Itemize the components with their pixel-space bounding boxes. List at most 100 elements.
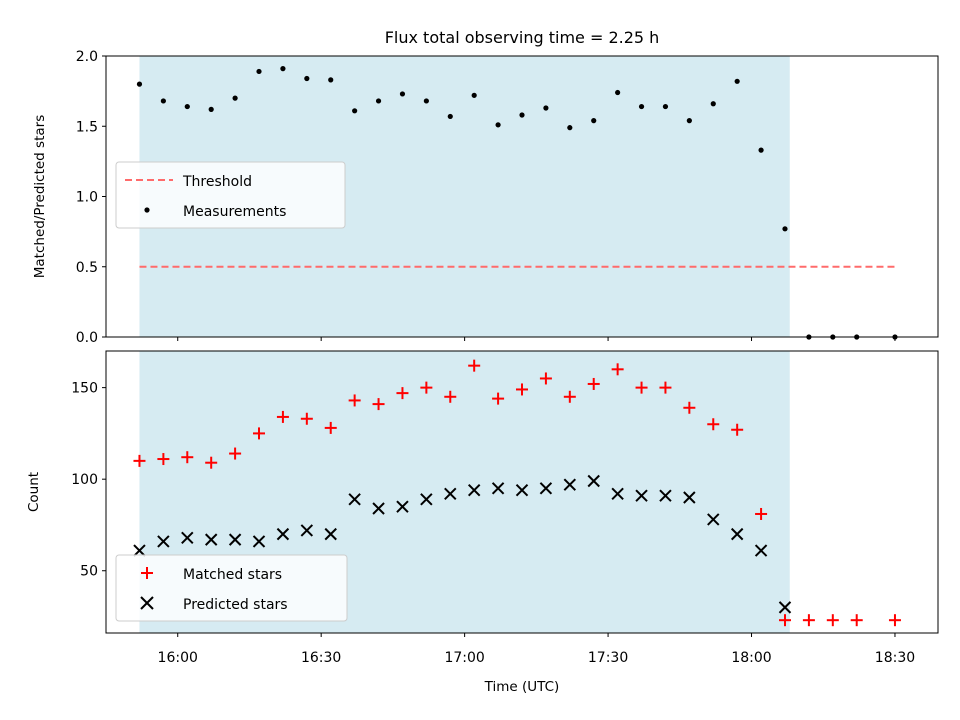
predicted-star-point (228, 533, 242, 546)
measurement-point (471, 92, 477, 98)
matched-star-point (253, 427, 266, 440)
predicted-star-point (515, 483, 529, 497)
matched-star-point (802, 614, 815, 627)
matched-star-point (396, 387, 409, 400)
measurement-point (184, 103, 190, 110)
predicted-legend-label: Predicted stars (183, 597, 288, 613)
predicted-star-point (444, 487, 457, 501)
matched-star-point (516, 383, 528, 396)
matched-star-point (300, 412, 313, 425)
matched-star-point (731, 423, 744, 436)
x-tick-label: 18:00 (731, 650, 771, 666)
measurement-point (208, 106, 214, 112)
bottom-y-axis-ticks: 50 100 150 (71, 381, 106, 580)
measurement-point (543, 105, 549, 111)
measurement-point (423, 98, 429, 104)
predicted-star-point (133, 544, 146, 557)
top-y-tick-label: 2.0 (76, 49, 98, 65)
matched-star-point (276, 410, 289, 423)
measurement-point (782, 226, 788, 232)
bottom-y-tick-label: 100 (71, 472, 98, 488)
matched-star-point (444, 390, 457, 403)
matched-star-point (205, 456, 218, 469)
measurement-point (256, 68, 262, 75)
top-y-axis-label: Matched/Predicted stars (32, 115, 48, 278)
bottom-x-axis-ticks: 16:00 16:30 17:00 17:30 18:00 18:30 (158, 633, 915, 666)
matched-star-point (229, 447, 242, 460)
matched-star-point (157, 453, 170, 466)
predicted-star-point (730, 527, 744, 541)
predicted-star-point (491, 482, 505, 495)
predicted-star-point (778, 601, 792, 614)
predicted-star-point (181, 531, 194, 544)
measurement-point (758, 147, 764, 153)
predicted-star-point (563, 478, 577, 491)
measurement-point (232, 95, 238, 101)
predicted-star-point (683, 491, 696, 504)
predicted-star-point (754, 544, 768, 557)
top-plot-frame (105, 55, 939, 338)
measurement-point (591, 118, 597, 124)
matched-star-point (539, 372, 552, 385)
matched-star-point (492, 392, 505, 405)
top-plot-marks (136, 66, 898, 340)
top-y-tick-label: 0.0 (76, 330, 98, 346)
predicted-star-point (611, 487, 624, 501)
measurement-point (734, 78, 740, 84)
matched-legend-swatch (141, 567, 153, 579)
bottom-plot-frame (105, 350, 939, 634)
bottom-legend-box (115, 554, 348, 622)
predicted-star-point (324, 527, 337, 541)
measurement-point (662, 103, 669, 110)
bottom-y-tick-label: 50 (80, 564, 98, 580)
bottom-plot-marks (133, 359, 901, 627)
predicted-star-point (587, 474, 600, 488)
bottom-legend: Matched stars Predicted stars (115, 554, 348, 622)
predicted-legend-swatch (140, 596, 154, 610)
measurement-point (375, 98, 382, 104)
matched-star-point (324, 421, 337, 434)
measurement-point (447, 113, 453, 120)
x-axis-label: Time (UTC) (484, 679, 560, 695)
predicted-star-point (396, 500, 409, 513)
matched-star-point (635, 381, 648, 394)
matched-star-point (778, 614, 791, 627)
predicted-star-point (348, 493, 361, 506)
top-y-tick-label: 0.5 (76, 260, 98, 276)
matched-star-point (133, 454, 146, 467)
predicted-star-point (252, 535, 266, 548)
predicted-star-point (635, 489, 648, 502)
predicted-star-point (372, 502, 385, 515)
measurement-point (399, 91, 406, 97)
matched-star-point (850, 614, 863, 627)
top-y-axis-ticks: 0.0 0.5 1.0 1.5 2.0 (76, 49, 106, 346)
x-tick-label: 17:30 (588, 650, 628, 666)
predicted-star-point (467, 483, 481, 497)
predicted-star-point (539, 482, 553, 495)
measurement-point (136, 81, 143, 87)
matched-star-point (888, 614, 901, 627)
measurement-point (495, 122, 501, 128)
measurement-point (160, 98, 166, 104)
predicted-star-point (204, 533, 218, 546)
predicted-star-point (276, 527, 290, 541)
predicted-star-point (659, 489, 672, 502)
measurement-point (615, 89, 621, 96)
x-tick-label: 18:30 (875, 650, 915, 666)
predicted-star-point (707, 513, 720, 526)
top-y-tick-label: 1.5 (76, 119, 98, 135)
matched-star-point (659, 381, 672, 394)
matched-legend-label: Matched stars (183, 567, 282, 583)
measurement-point (280, 66, 286, 72)
measurement-point (519, 112, 525, 118)
threshold-legend-label: Threshold (182, 174, 252, 190)
x-tick-label: 17:00 (444, 650, 484, 666)
matched-star-point (348, 394, 361, 407)
matched-star-point (587, 377, 600, 390)
top-legend-box (115, 161, 346, 229)
matched-star-point (755, 507, 768, 520)
top-legend: Threshold Measurements (115, 161, 346, 229)
matched-star-point (826, 614, 839, 627)
matched-star-point (707, 418, 720, 431)
